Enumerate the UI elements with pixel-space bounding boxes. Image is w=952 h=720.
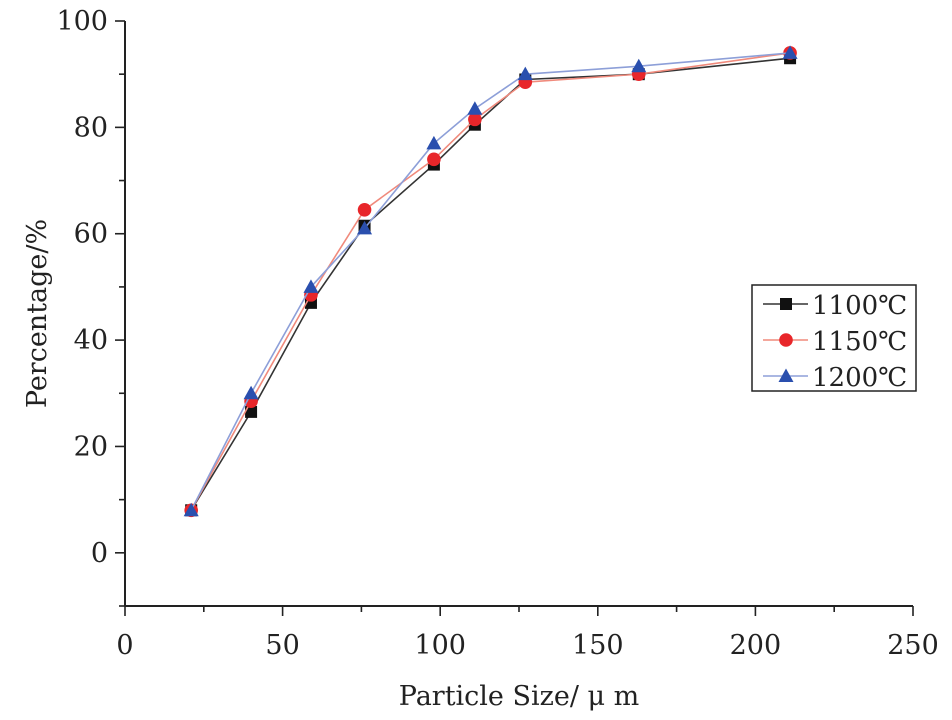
data-point [467, 101, 483, 115]
legend-marker [780, 298, 792, 310]
legend-marker [778, 368, 794, 382]
data-point [303, 279, 319, 293]
y-axis-ticks: 0 20 40 60 80 100 [56, 6, 125, 607]
legend-marker [779, 333, 793, 347]
x-tick-label: 0 [116, 630, 133, 661]
data-point [782, 45, 798, 59]
legend-label: 1150℃ [812, 327, 907, 357]
data-point [243, 385, 259, 400]
data-point [427, 152, 441, 167]
x-tick-label: 200 [730, 630, 782, 661]
legend-label: 1100℃ [812, 291, 907, 321]
y-tick-label: 60 [74, 219, 108, 250]
data-point [357, 202, 372, 217]
y-tick-label: 40 [74, 325, 108, 356]
x-axis-title: Particle Size/ μ m [399, 681, 640, 712]
data-point [245, 405, 258, 418]
x-tick-label: 250 [887, 630, 939, 661]
y-tick-label: 80 [74, 112, 108, 143]
legend-label: 1200℃ [812, 363, 907, 393]
series-circle [184, 46, 797, 518]
data-point [468, 112, 482, 127]
legend: 1100℃ 1150℃ 1200℃ [751, 284, 917, 393]
series-square [185, 52, 797, 517]
y-tick-label: 100 [56, 6, 108, 37]
data-point [357, 220, 373, 235]
series-layer [183, 45, 798, 518]
legend-box [751, 284, 917, 392]
data-point [517, 66, 533, 81]
x-tick-label: 50 [265, 630, 299, 661]
data-point [183, 502, 199, 517]
series-triangle [183, 45, 798, 517]
x-tick-label: 100 [414, 630, 466, 661]
series-line [190, 57, 791, 511]
y-tick-label: 20 [74, 431, 108, 462]
series-line [190, 52, 791, 511]
data-point [631, 58, 647, 73]
x-tick-label: 150 [572, 630, 624, 661]
series-line [190, 52, 791, 511]
x-axis-ticks: 0 50 100 150 200 250 [116, 606, 939, 661]
y-tick-label: 0 [91, 538, 108, 569]
y-axis-title: Percentage/% [22, 219, 53, 408]
data-point [426, 135, 442, 150]
